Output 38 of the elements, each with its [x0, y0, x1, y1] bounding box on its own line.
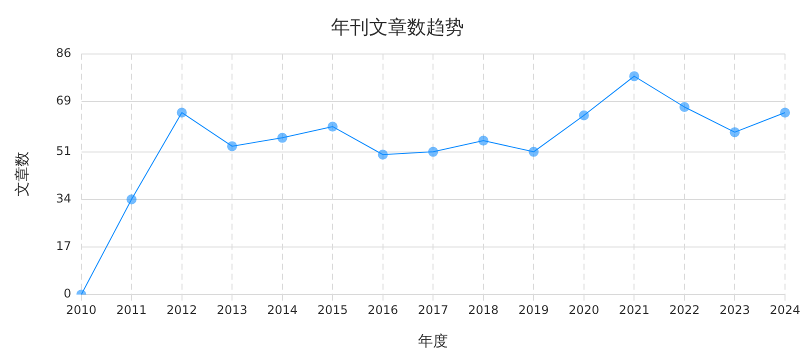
point: [277, 132, 288, 143]
x-tick-label: 2016: [368, 302, 398, 317]
x-tick-label: 2014: [267, 302, 298, 317]
x-tick-label: 2012: [166, 302, 198, 317]
x-tick-label: 2023: [719, 302, 750, 317]
point: [730, 127, 740, 138]
x-tick-label: 2017: [418, 302, 448, 317]
x-tick-label: 2024: [770, 302, 800, 317]
y-tick-label: 17: [56, 239, 72, 254]
y-axis-title: 文章数: [12, 152, 31, 197]
x-tick-label: 2015: [317, 302, 348, 317]
point: [227, 141, 238, 152]
x-tick-label: 2011: [116, 302, 147, 317]
y-tick-label: 69: [56, 94, 72, 108]
point: [378, 150, 388, 160]
x-tick-label: 2010: [66, 302, 97, 317]
point: [629, 71, 640, 82]
point: [428, 146, 438, 157]
x-tick-label: 2013: [216, 302, 248, 317]
x-tick-label: 2018: [468, 302, 499, 317]
point: [126, 194, 137, 204]
y-tick-label: 0: [64, 286, 72, 301]
y-tick-label: 51: [56, 144, 72, 158]
point: [780, 108, 790, 118]
point: [478, 136, 488, 146]
point: [176, 108, 187, 118]
x-tick-label: 2021: [618, 302, 650, 317]
x-tick-label: 2020: [568, 302, 600, 317]
y-tick-label: 86: [56, 46, 72, 60]
y-tick-label: 34: [56, 192, 72, 206]
point: [328, 122, 338, 132]
x-tick-label: 2019: [518, 302, 549, 317]
chart-title: 年刊文章数趋势: [331, 16, 464, 38]
x-axis-title: 年度: [418, 332, 448, 350]
x-tick-label: 2022: [669, 302, 700, 317]
point: [528, 146, 539, 157]
point: [679, 102, 690, 112]
point: [578, 110, 589, 120]
